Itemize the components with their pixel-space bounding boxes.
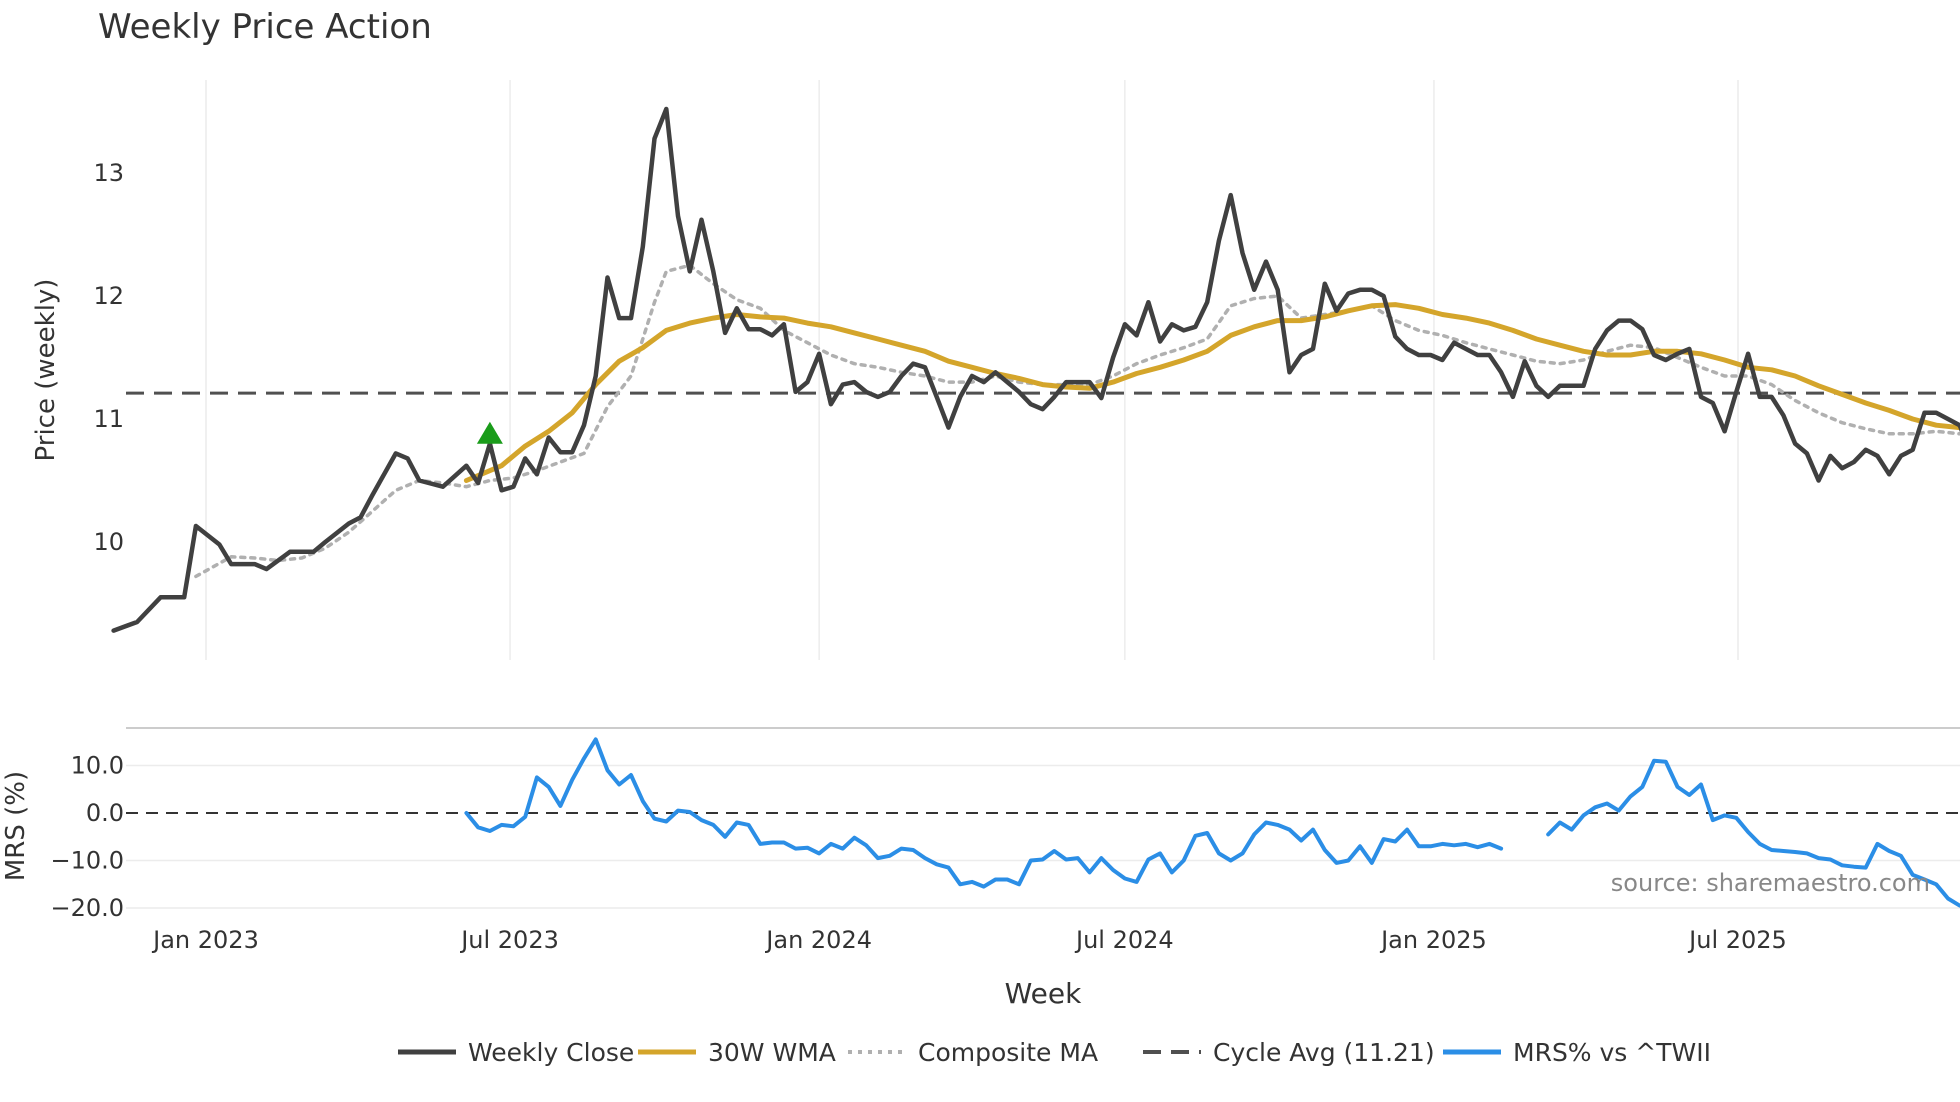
legend-label: Composite MA (918, 1038, 1098, 1067)
x-tick-label: Jan 2023 (151, 926, 259, 954)
mrs-line (1546, 758, 1960, 908)
mrs-panel: 10.0 0.0 −10.0 −20.0 (50, 727, 1960, 922)
weekly-close-line (111, 106, 1960, 633)
mrs-y-tick-label: −10.0 (50, 847, 124, 875)
price-y-tick-label: 12 (93, 282, 124, 310)
legend-label: Cycle Avg (11.21) (1213, 1038, 1435, 1067)
legend: Weekly Close 30W WMA Composite MA Cycle Avg… (398, 1038, 1711, 1067)
legend-label: 30W WMA (708, 1038, 836, 1067)
chart-title: Weekly Price Action (98, 7, 432, 47)
mrs-y-axis-label: MRS (%) (1, 771, 31, 881)
buy-signal-marker (476, 421, 503, 444)
x-axis-ticks: Jan 2023 Jul 2023 Jan 2024 Jul 2024 Jan 2025… (151, 926, 1787, 954)
price-y-tick-label: 13 (93, 159, 124, 187)
price-y-tick-label: 11 (93, 405, 124, 433)
legend-label: Weekly Close (468, 1038, 634, 1067)
x-tick-label: Jul 2024 (1074, 926, 1174, 954)
composite-ma-line (194, 263, 1960, 579)
x-tick-label: Jan 2024 (764, 926, 872, 954)
x-axis-label: Week (1005, 977, 1082, 1010)
mrs-y-tick-label: 0.0 (86, 799, 124, 827)
mrs-y-tick-label: 10.0 (71, 752, 124, 780)
price-y-axis-label: Price (weekly) (31, 279, 61, 462)
x-tick-label: Jul 2025 (1687, 926, 1787, 954)
x-tick-label: Jan 2025 (1379, 926, 1487, 954)
x-tick-label: Jul 2023 (459, 926, 559, 954)
mrs-line (464, 737, 1504, 889)
price-panel: 10 11 12 13 (93, 80, 1960, 660)
legend-label: MRS% vs ^TWII (1513, 1038, 1711, 1067)
mrs-y-tick-label: −20.0 (50, 894, 124, 922)
source-annotation: source: sharemaestro.com (1611, 869, 1930, 897)
price-y-tick-label: 10 (93, 528, 124, 556)
